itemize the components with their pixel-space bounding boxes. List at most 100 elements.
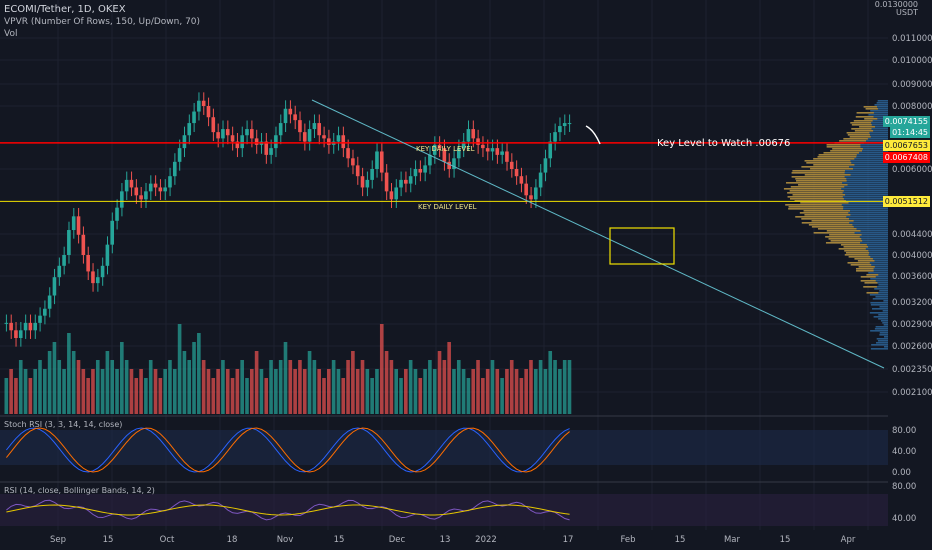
candle-body (139, 195, 143, 199)
volume-bar (284, 342, 288, 414)
candle-body (293, 114, 297, 120)
candle-body (82, 235, 86, 255)
volume-bar (289, 360, 293, 414)
volume-bar (139, 369, 143, 414)
vp-bar (875, 296, 888, 298)
candle-body (9, 323, 13, 330)
vp-bar-up (829, 234, 861, 236)
volume-bar (293, 369, 297, 414)
candle-body (62, 255, 66, 266)
volume-bar (67, 333, 71, 414)
volume-bar (558, 369, 562, 414)
volume-bar (476, 360, 480, 414)
vp-bar (876, 342, 888, 344)
x-tick-label: 15 (675, 535, 686, 545)
candle-body (240, 135, 244, 148)
candle-body (159, 187, 163, 191)
candle-body (351, 158, 355, 165)
volume-bar (457, 360, 461, 414)
volume-bar (452, 369, 456, 414)
volume-bar (423, 369, 427, 414)
vp-bar-up (851, 128, 871, 130)
vp-bar-up (795, 216, 846, 218)
volume-bar (106, 351, 110, 414)
vp-bar-up (855, 130, 873, 132)
vp-bar (878, 284, 888, 286)
candle-body (366, 180, 370, 188)
vp-bar-up (845, 254, 869, 256)
volume-bar (255, 351, 259, 414)
volume-bar (505, 369, 509, 414)
candle-body (341, 135, 345, 148)
volume-bar (33, 369, 37, 414)
volume-bar (351, 351, 355, 414)
volume-bar (187, 360, 191, 414)
x-tick-label: Apr (841, 535, 856, 545)
volume-bar (264, 378, 268, 414)
candle-body (481, 145, 485, 148)
vpvr-label: VPVR (Number Of Rows, 150, Up/Down, 70) (4, 17, 200, 27)
price-badge-red: 0.0067408 (883, 152, 930, 163)
volume-bar (207, 369, 211, 414)
x-tick-label: 2022 (475, 535, 497, 545)
candle-body (38, 316, 42, 323)
vp-bar (879, 306, 888, 308)
y-tick-label: 0.0044000 (892, 230, 932, 240)
vp-bar-up (857, 112, 874, 114)
volume-bar (481, 378, 485, 414)
volume-bar (192, 342, 196, 414)
vp-bar-up (786, 182, 842, 184)
vp-bar (871, 348, 888, 350)
candle-body (370, 169, 374, 180)
candle-body (115, 208, 119, 221)
volume-bar (236, 369, 240, 414)
candle-body (19, 330, 23, 338)
candle-body (149, 184, 153, 192)
vp-bar (878, 318, 888, 320)
vp-bar-up (812, 220, 854, 222)
y-tick-label: 0.0110000 (892, 34, 932, 44)
candle-body (53, 277, 57, 295)
volume-bar (29, 378, 33, 414)
vp-bar-up (804, 210, 850, 212)
vp-bar-up (850, 136, 871, 138)
candle-body (313, 123, 317, 129)
volume-bar (120, 342, 124, 414)
candle-body (192, 112, 196, 124)
vp-bar-up (826, 242, 860, 244)
volume-bar (433, 369, 437, 414)
vp-bar-up (802, 222, 849, 224)
vp-bar-up (827, 230, 861, 232)
vp-bar-up (844, 250, 868, 252)
candle-body (178, 148, 182, 162)
vp-bar-up (856, 268, 874, 270)
y-tick-label: 0.0090000 (892, 80, 932, 90)
vp-bar (879, 334, 888, 336)
candle-body (72, 216, 76, 230)
volume-bar (173, 369, 177, 414)
candle-body (197, 101, 201, 112)
vp-bar-up (804, 214, 850, 216)
volume-bar (495, 369, 499, 414)
vp-bar-up (800, 202, 848, 204)
y-tick-label: 0.0060000 (892, 165, 932, 175)
vp-bar-up (825, 236, 860, 238)
candle-body (476, 138, 480, 144)
vp-bar-up (805, 174, 851, 176)
candle-body (231, 135, 235, 141)
volume-bar (82, 369, 86, 414)
candle-body (568, 123, 572, 124)
volume-bar (130, 369, 134, 414)
candle-body (563, 123, 567, 126)
vp-bar-up (864, 106, 877, 108)
vp-bar-up (827, 146, 861, 148)
key-daily-level-label-2: KEY DAILY LEVEL (418, 203, 477, 211)
vp-bar-up (831, 240, 863, 242)
candle-body (207, 106, 211, 117)
volume-bar (110, 360, 114, 414)
candle-body (125, 180, 129, 191)
candle-body (144, 191, 148, 199)
x-tick-label: Feb (620, 535, 635, 545)
vp-bar-up (843, 138, 868, 140)
